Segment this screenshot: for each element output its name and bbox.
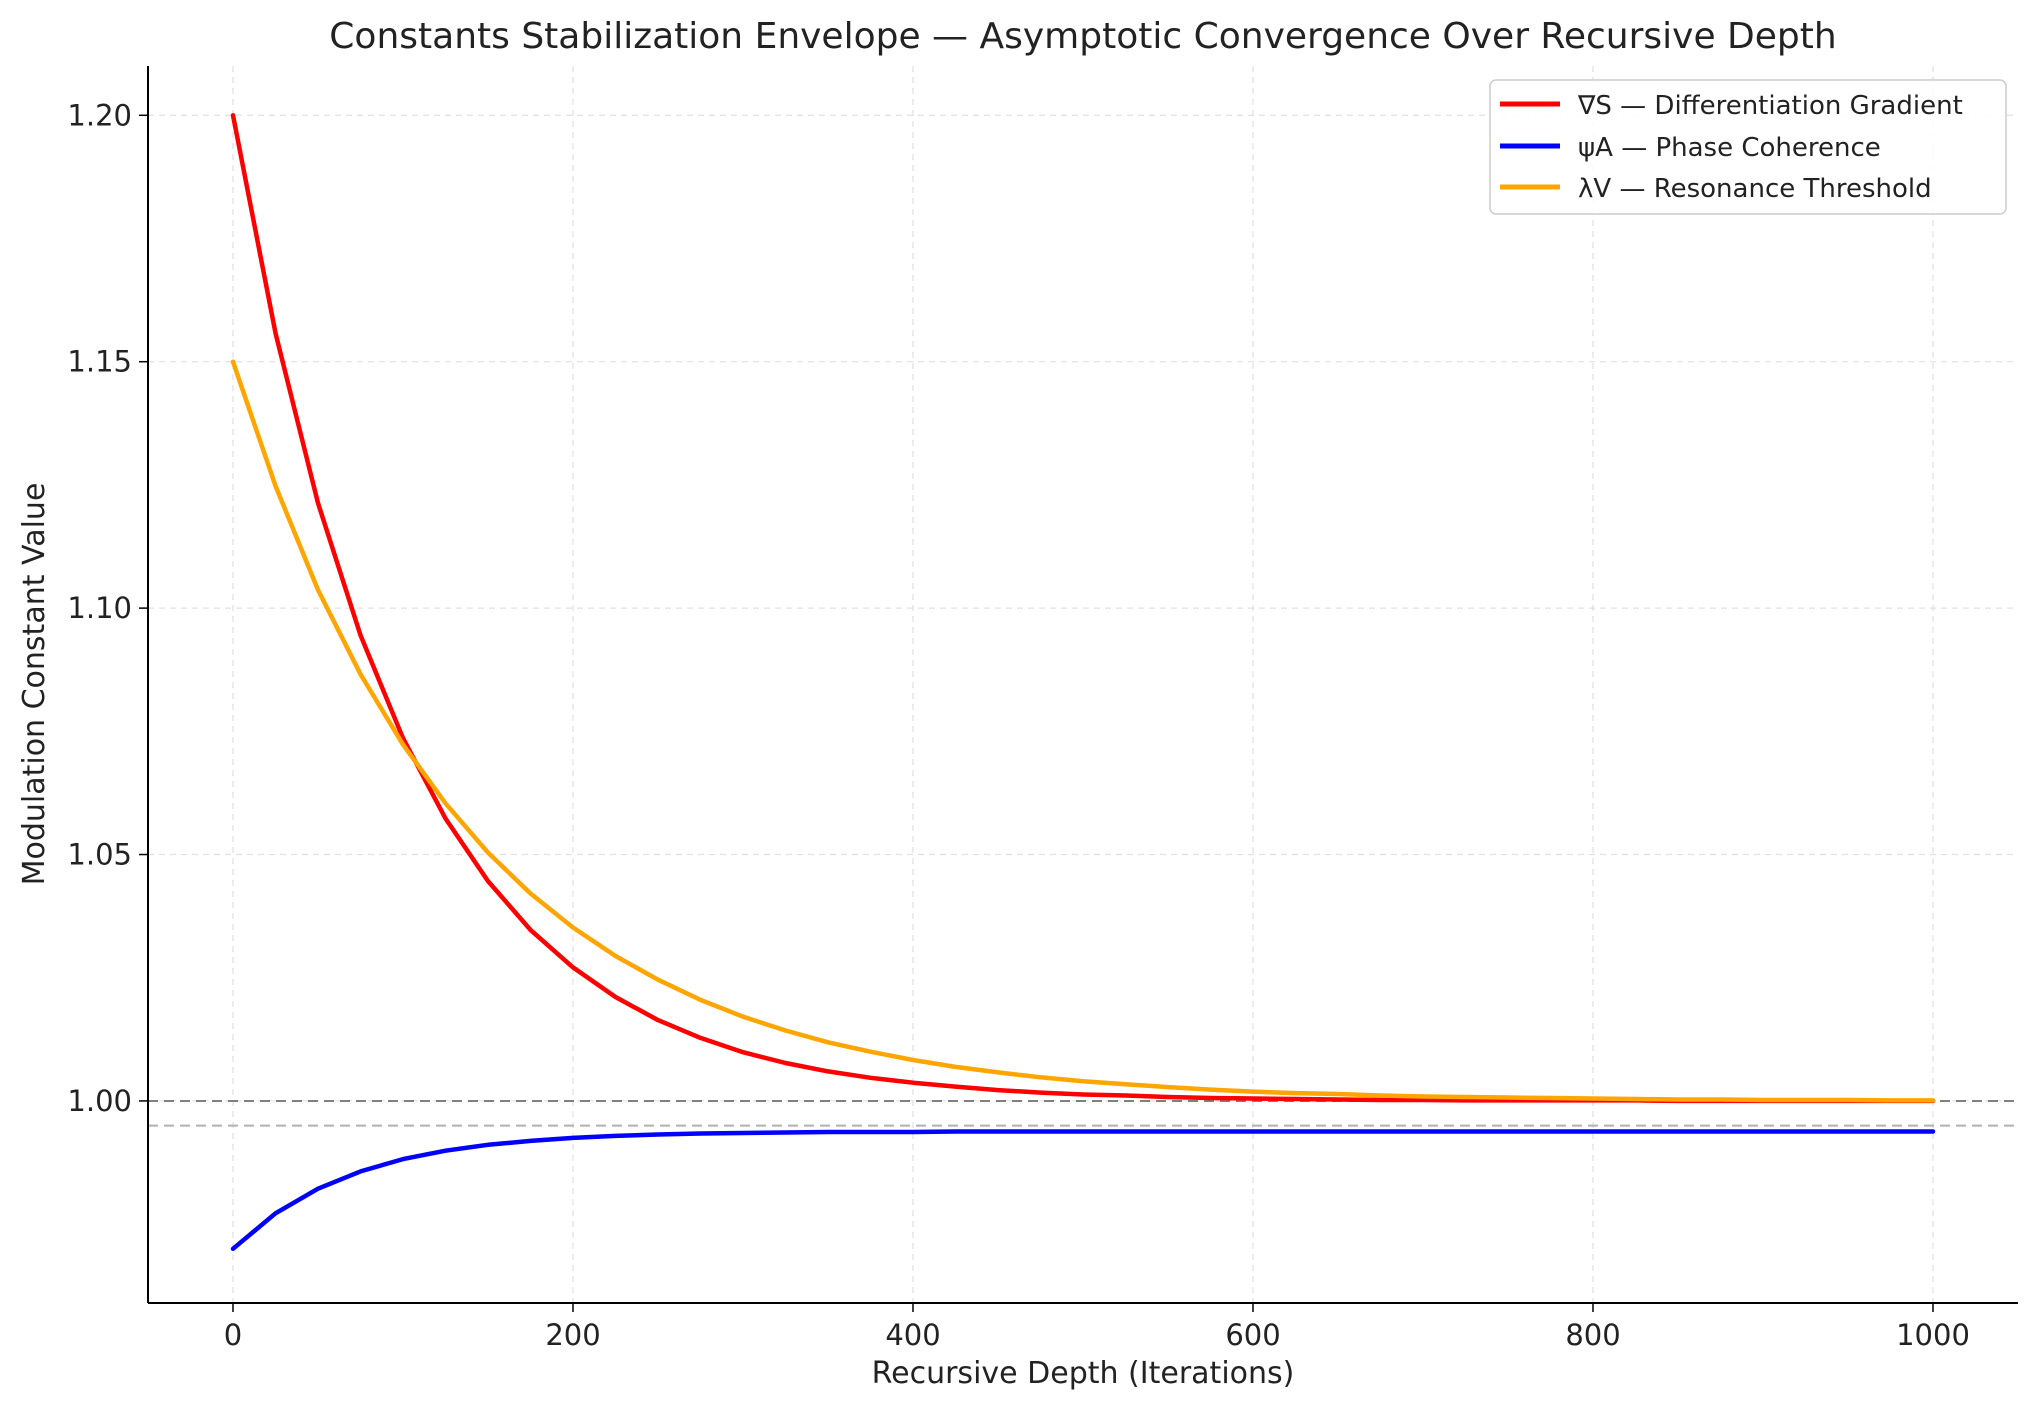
legend-box: [1489, 79, 2007, 215]
y-ticks: 1.00 1.05 1.10 1.15 1.20: [67, 98, 148, 1118]
y-tick-label: 1.05: [67, 838, 132, 872]
x-tick-label: 400: [885, 1318, 940, 1352]
series-line-resonance: [230, 359, 1936, 1103]
y-axis-label: Modulation Constant Value: [17, 483, 52, 886]
x-tick-label: 200: [545, 1318, 600, 1352]
legend-label-gradient: ∇S — Differentiation Gradient: [1577, 91, 1963, 121]
x-tick-label: 600: [1225, 1318, 1280, 1352]
chart-title: Constants Stabilization Envelope — Asymp…: [329, 16, 1836, 57]
x-ticks: 0 200 400 600 800 1000: [224, 1303, 1970, 1352]
legend-label-phase: ψA — Phase Coherence: [1578, 133, 1881, 163]
legend-label-resonance: λV — Resonance Threshold: [1578, 174, 1932, 204]
series-lines: [230, 113, 1936, 1252]
series-line-phase: [230, 1129, 1936, 1252]
grid: [148, 66, 2018, 1303]
x-tick-label: 0: [224, 1318, 242, 1352]
y-tick-label: 1.10: [67, 591, 132, 625]
y-tick-label: 1.00: [67, 1084, 132, 1118]
y-tick-label: 1.20: [67, 98, 132, 132]
x-tick-label: 800: [1565, 1318, 1620, 1352]
legend: ∇S — Differentiation Gradient ψA — Phase…: [1489, 79, 2007, 215]
axes: [147, 66, 2018, 1304]
y-tick-label: 1.15: [67, 345, 132, 379]
x-axis-label: Recursive Depth (Iterations): [872, 1356, 1295, 1391]
x-tick-label: 1000: [1896, 1318, 1970, 1352]
reference-lines: [148, 1099, 2018, 1127]
